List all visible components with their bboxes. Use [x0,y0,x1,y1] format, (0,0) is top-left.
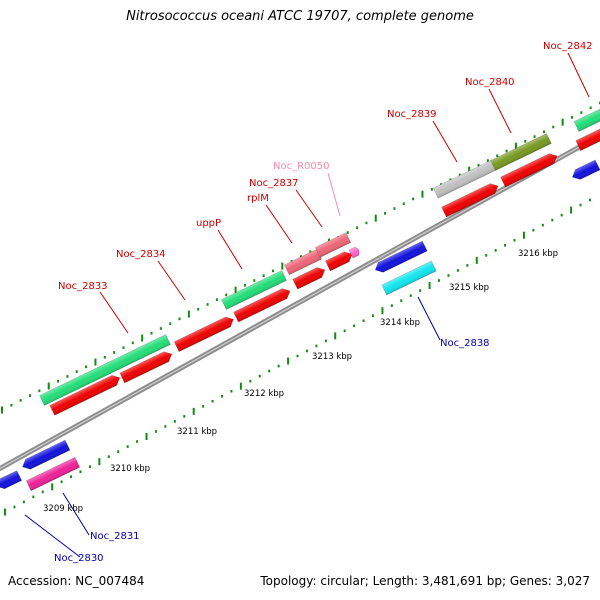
lower-tick-row [4,198,591,516]
gene-labels: Noc_2830 Noc_2831 Noc_2833 Noc_2834 uppP rplM… [54,41,593,564]
gene-features [0,108,600,492]
rna-feature [348,246,360,259]
cds-reverse [22,439,71,470]
label-leader-line [157,260,186,301]
gene-label-noc_2840[interactable]: Noc_2840 [465,77,515,88]
label-leader-line [99,291,129,334]
tick-marks [1,101,600,516]
gene-label-noc_2842[interactable]: Noc_2842 [543,41,593,52]
cds-forward [49,375,121,416]
label-leader-line [24,514,81,558]
backbone [0,132,600,472]
cds-forward [500,153,558,188]
scale-labels: 3209 kbp 3210 kbp 3211 kbp 3212 kbp 3213 kbp… [43,249,558,514]
cog-feature [221,270,287,310]
cds-forward [173,316,234,353]
label-leader-line [432,120,458,163]
gene-label-noc_r0050[interactable]: Noc_R0050 [273,161,330,172]
scale-label: 3212 kbp [244,389,284,399]
cog-feature [39,334,171,406]
backbone-highlight [0,134,600,470]
gene-label-rplm[interactable]: rplM [247,193,269,204]
accession-text: Accession: NC_007484 [8,574,145,588]
cog-feature [283,248,323,276]
cds-forward [325,251,353,272]
cds-reverse [0,470,23,490]
cog-feature [381,260,437,296]
cog-feature [490,133,552,171]
cog-feature [25,456,81,492]
label-leader-line [417,296,441,341]
gene-label-noc_2833[interactable]: Noc_2833 [58,281,108,292]
gene-label-uppp[interactable]: uppP [196,218,221,229]
scale-label: 3210 kbp [110,464,150,474]
gene-label-noc_2834[interactable]: Noc_2834 [116,249,166,260]
scale-label: 3214 kbp [380,318,420,328]
label-leader-line [62,492,90,536]
upper-tick-row [1,101,600,414]
cog-feature [573,108,600,132]
label-leader-line [327,172,341,217]
cds-forward [575,127,600,151]
scale-label: 3209 kbp [43,504,83,514]
cds-forward [441,183,499,218]
gene-label-noc_2830[interactable]: Noc_2830 [54,553,104,564]
scale-label: 3216 kbp [518,249,558,259]
cds-reverse [571,159,600,180]
gene-label-noc_2837[interactable]: Noc_2837 [249,178,299,189]
scale-label: 3211 kbp [177,427,217,437]
cds-forward [119,351,173,384]
genome-summary-text: Topology: circular; Length: 3,481,691 bp… [260,574,590,588]
label-leaders [24,52,590,558]
label-leader-line [265,204,293,244]
scale-label: 3215 kbp [449,283,489,293]
gene-label-noc_2838[interactable]: Noc_2838 [440,338,490,349]
cds-forward [233,288,291,323]
scale-label: 3213 kbp [312,352,352,362]
gene-label-noc_2839[interactable]: Noc_2839 [387,109,437,120]
gene-label-noc_2831[interactable]: Noc_2831 [90,531,140,542]
map-title: Nitrosococcus oceani ATCC 19707, complet… [126,9,474,24]
label-leader-line [488,88,512,134]
cds-reverse [374,240,428,273]
cds-forward [292,267,326,290]
label-leader-line [567,52,590,98]
label-leader-line [295,189,323,228]
label-leader-line [217,229,243,270]
cog-feature [314,232,352,258]
